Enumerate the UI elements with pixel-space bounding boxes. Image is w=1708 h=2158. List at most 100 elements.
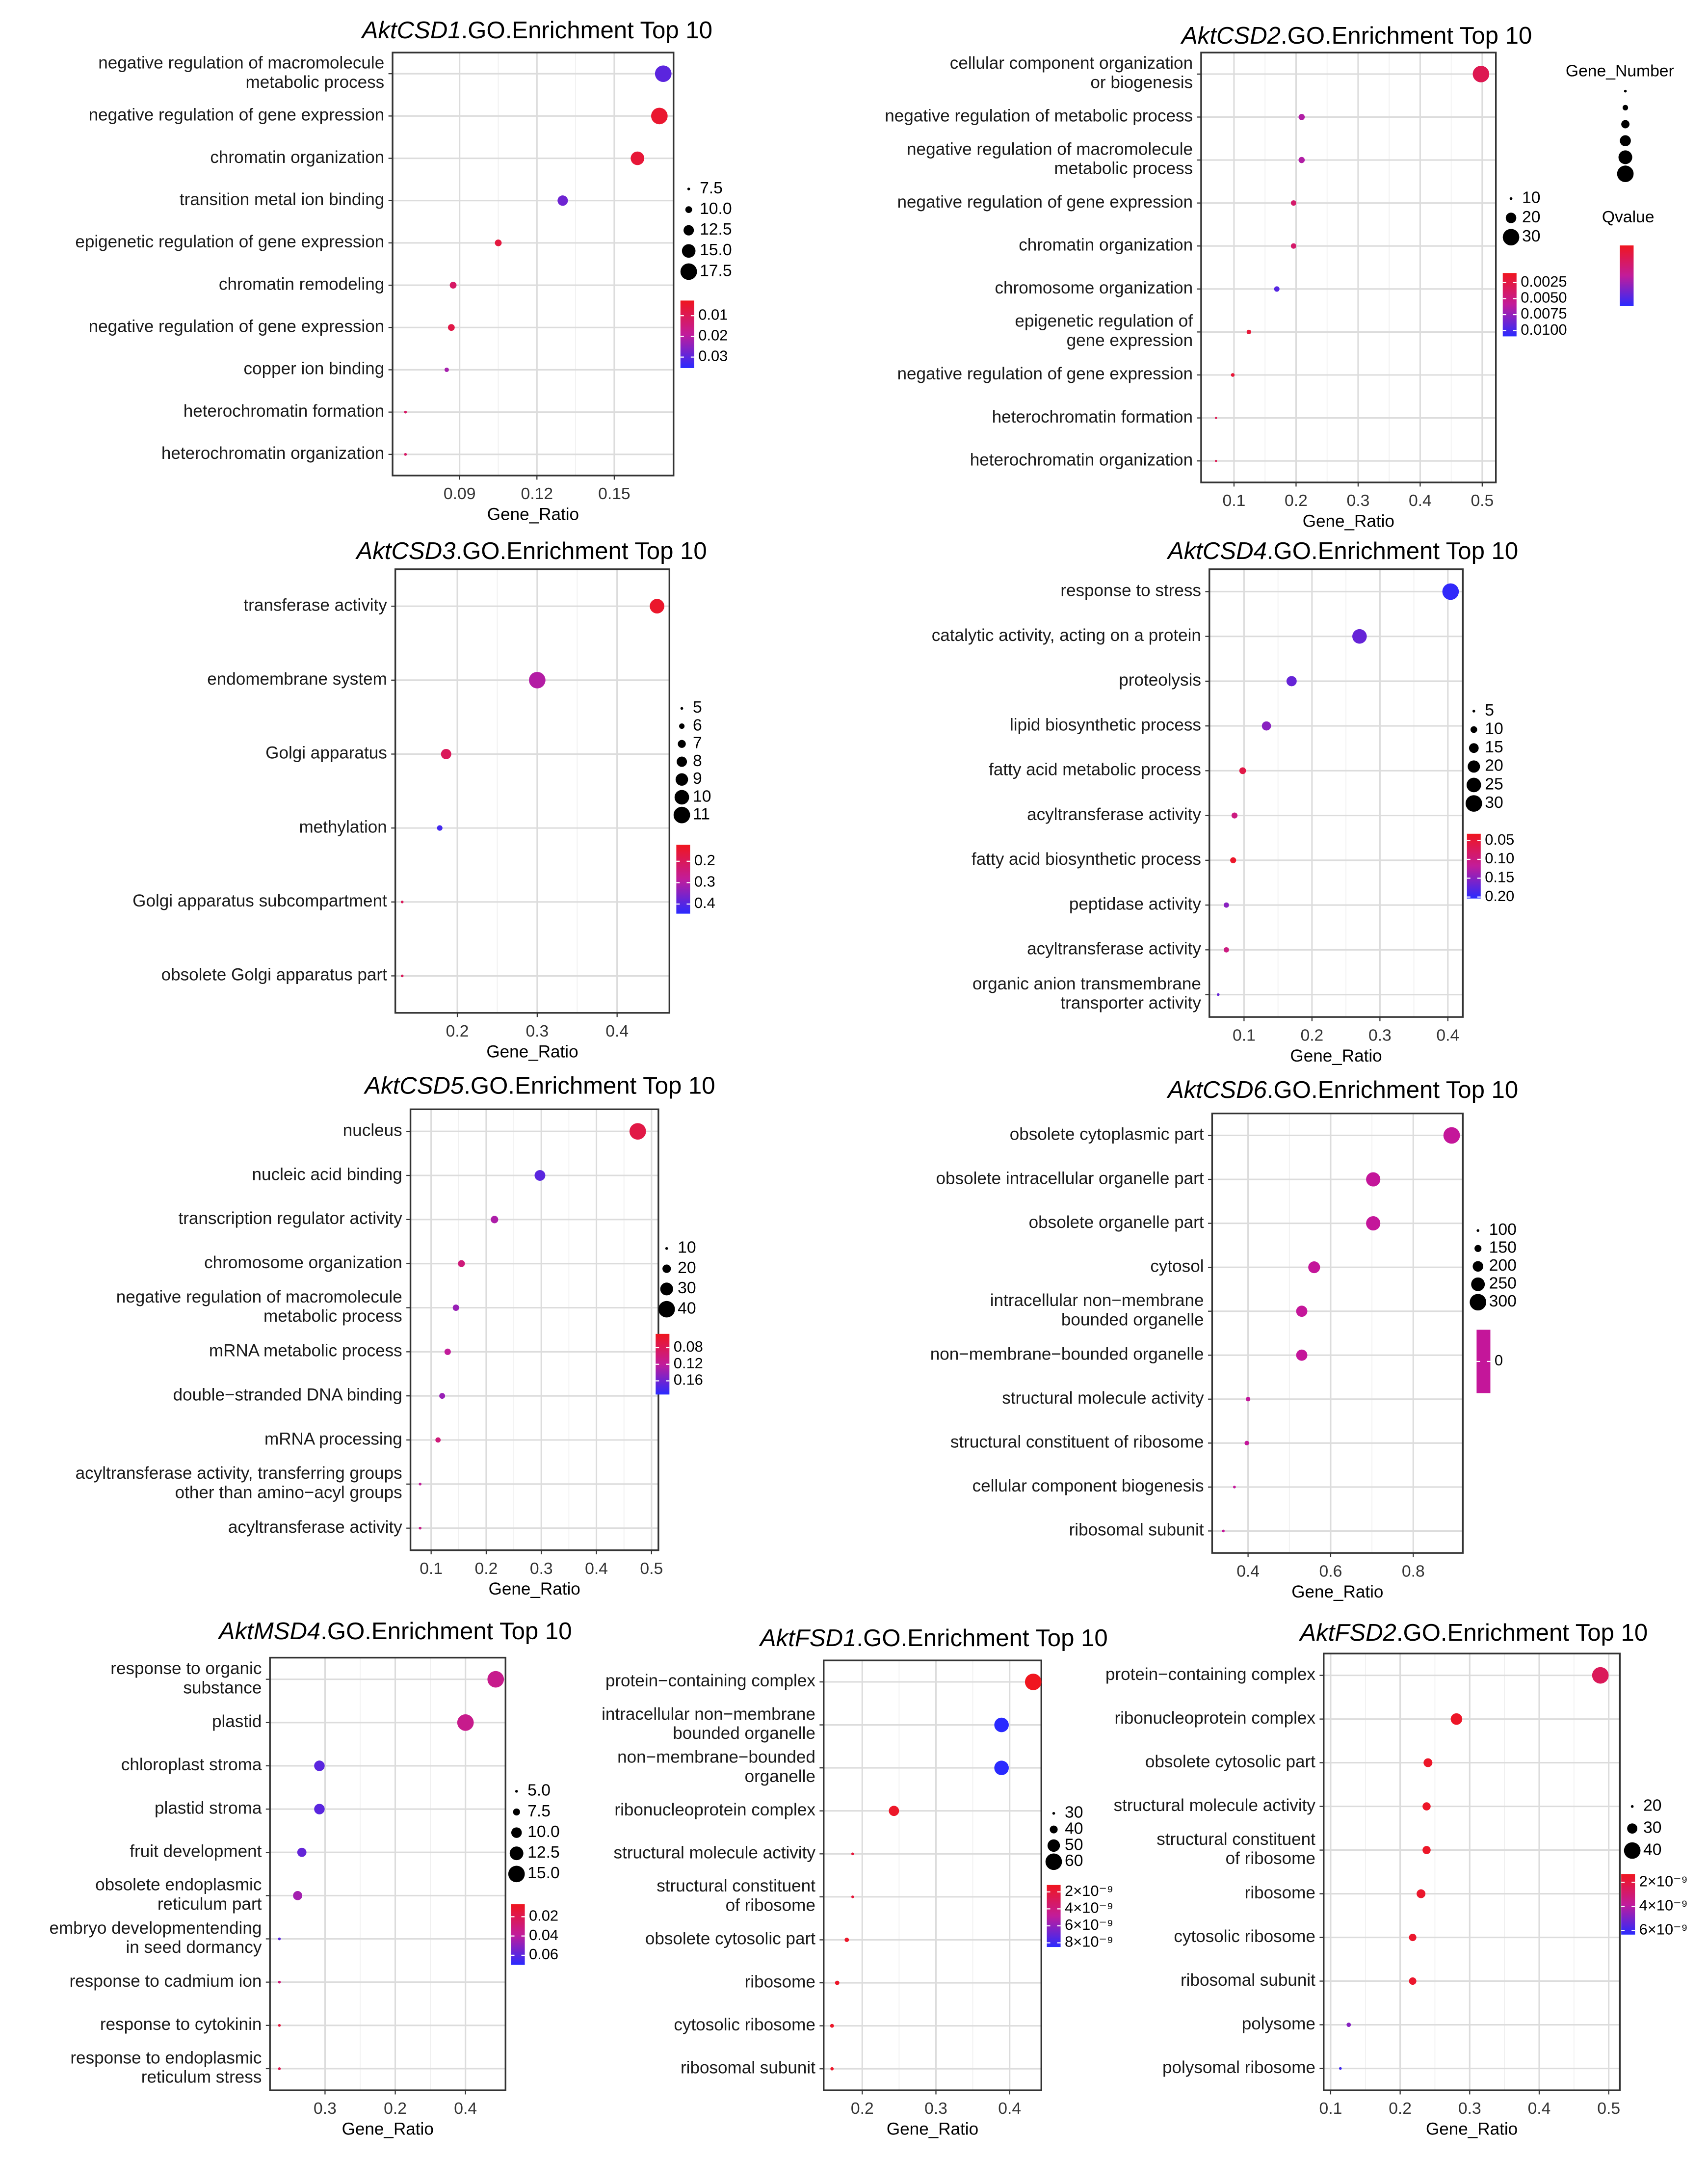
x-tick-label: 0.6: [1319, 1562, 1342, 1580]
y-tick-label: nucleic acid binding: [252, 1165, 402, 1184]
size-legend-dot: [1050, 1825, 1058, 1834]
size-legend-label: 20: [678, 1259, 696, 1277]
size-legend-dot: [1624, 1842, 1641, 1859]
y-tick-label: negative regulation of macromolecule meta…: [98, 53, 384, 92]
y-tick-label: peptidase activity: [1069, 894, 1202, 913]
dot: [1215, 417, 1217, 419]
colorbar-label: 0.02: [698, 327, 728, 344]
y-tick-label: structural constituent of ribosome: [950, 1433, 1204, 1452]
y-tick-label: nucleus: [343, 1120, 402, 1140]
size-legend-dot: [673, 806, 690, 824]
size-legend-dot: [683, 225, 694, 236]
dot: [1366, 1216, 1381, 1231]
colorbar-label: 0.20: [1485, 887, 1514, 905]
x-tick-label: 0.2: [1300, 1026, 1323, 1044]
y-tick-label: acyltransferase activity: [1027, 805, 1201, 824]
dot: [1296, 1305, 1308, 1317]
x-tick-label: 0.09: [444, 485, 476, 503]
y-tick-label: organic anion transmembrane transporter a…: [972, 974, 1201, 1012]
x-axis-label: Gene_Ratio: [887, 2120, 978, 2139]
dot: [1233, 1486, 1236, 1489]
size-legend-dot: [509, 1846, 524, 1861]
y-tick-label: negative regulation of gene expression: [897, 192, 1193, 212]
size-legend-dot: [1472, 710, 1475, 713]
colorbar: [1621, 1874, 1635, 1935]
y-tick-label: ribosome: [1245, 1883, 1315, 1902]
dot: [835, 1980, 840, 1985]
x-tick-label: 0.1: [420, 1560, 443, 1578]
size-legend-label: 15.0: [700, 241, 732, 259]
dot: [419, 1483, 422, 1486]
x-tick-label: 0.2: [475, 1560, 498, 1578]
dot: [534, 1170, 546, 1181]
y-tick-label: intracellular non−membrane bounded organe…: [990, 1291, 1204, 1329]
panel: 0.1 0.2 0.3 0.4 response to stress catalytic …: [932, 538, 1518, 1066]
y-tick-label: obsolete cytosolic part: [645, 1929, 815, 1948]
title-gene: AktMSD4: [217, 1618, 320, 1645]
colorbar: [676, 845, 690, 914]
y-tick-label: chromosome organization: [204, 1253, 402, 1272]
dot: [1442, 583, 1459, 600]
size-legend-label: 25: [1485, 775, 1503, 793]
title-suffix: .GO.Enrichment Top 10: [1396, 1620, 1648, 1646]
dot: [491, 1216, 499, 1224]
plot-area: [410, 1109, 658, 1550]
dot: [1244, 1440, 1249, 1445]
colorbar: [1467, 833, 1481, 899]
dot: [1296, 1349, 1308, 1361]
dot: [444, 367, 449, 372]
y-tick-label: copper ion binding: [244, 359, 385, 378]
plot-area: [395, 569, 670, 1013]
y-tick-label: Golgi apparatus subcompartment: [132, 891, 387, 910]
plot-border: [392, 52, 675, 477]
dot: [278, 2024, 281, 2027]
colorbar-label: 4×10⁻⁹: [1639, 1897, 1688, 1914]
plot-border: [269, 1656, 506, 2091]
dot: [1231, 812, 1238, 819]
size-legend-label: 10: [678, 1239, 696, 1257]
y-tick-label: heterochromatin formation: [184, 401, 384, 421]
x-axis-label: Gene_Ratio: [1290, 1046, 1382, 1066]
dot: [1216, 993, 1220, 996]
dot: [529, 671, 546, 689]
colorbar: [1502, 273, 1517, 337]
y-tick-label: negative regulation of macromolecule meta…: [907, 140, 1193, 178]
size-legend-dot: [680, 707, 683, 710]
title-gene: AktCSD6: [1166, 1077, 1267, 1103]
y-tick-label: ribosomal subunit: [1181, 1971, 1315, 1990]
dot: [435, 1437, 441, 1443]
y-tick-label: structural constituent of ribosome: [657, 1877, 815, 1915]
size-legend-label: 40: [678, 1299, 696, 1317]
dot: [1450, 1713, 1463, 1725]
color-legend-glyph: [1620, 245, 1634, 306]
dot: [631, 151, 645, 165]
dot: [1423, 1758, 1433, 1767]
chart-title: AktMSD4.GO.Enrichment Top 10: [217, 1618, 572, 1645]
size-legend-dot: [1469, 743, 1479, 753]
x-tick-label: 0.5: [640, 1560, 663, 1578]
dot: [1308, 1261, 1320, 1274]
chart-title: AktCSD5.GO.Enrichment Top 10: [363, 1072, 715, 1099]
x-tick-label: 0.2: [446, 1022, 469, 1040]
dot: [278, 1980, 281, 1984]
x-axis-label: Gene_Ratio: [487, 505, 579, 524]
chart-title: AktFSD1.GO.Enrichment Top 10: [759, 1625, 1108, 1652]
dot: [1025, 1674, 1042, 1690]
size-legend-dot: [1472, 1261, 1483, 1272]
x-tick-label: 0.3: [1347, 492, 1370, 510]
y-tick-label: negative regulation of gene expression: [89, 106, 385, 125]
size-legend-label: 30: [1522, 227, 1540, 245]
size-legend-label: 10: [693, 787, 711, 805]
colorbar-label: 0.4: [694, 894, 715, 911]
y-tick-label: protein−containing complex: [1105, 1665, 1315, 1684]
y-tick-label: heterochromatin formation: [992, 407, 1193, 426]
y-tick-label: epigenetic regulation of gene expression: [75, 232, 384, 251]
y-tick-label: structural molecule activity: [1114, 1796, 1316, 1815]
panel: 0.1 0.2 0.3 0.4 0.5 cellular component organi…: [885, 23, 1674, 531]
size-legend-dot: [687, 187, 690, 190]
size-legend-label: 150: [1489, 1239, 1517, 1257]
y-tick-label: polysomal ribosome: [1162, 2058, 1315, 2077]
x-axis-label: Gene_Ratio: [1426, 2120, 1518, 2139]
size-legend-dot: [658, 1301, 675, 1318]
size-legend-dot: [1630, 1805, 1634, 1808]
